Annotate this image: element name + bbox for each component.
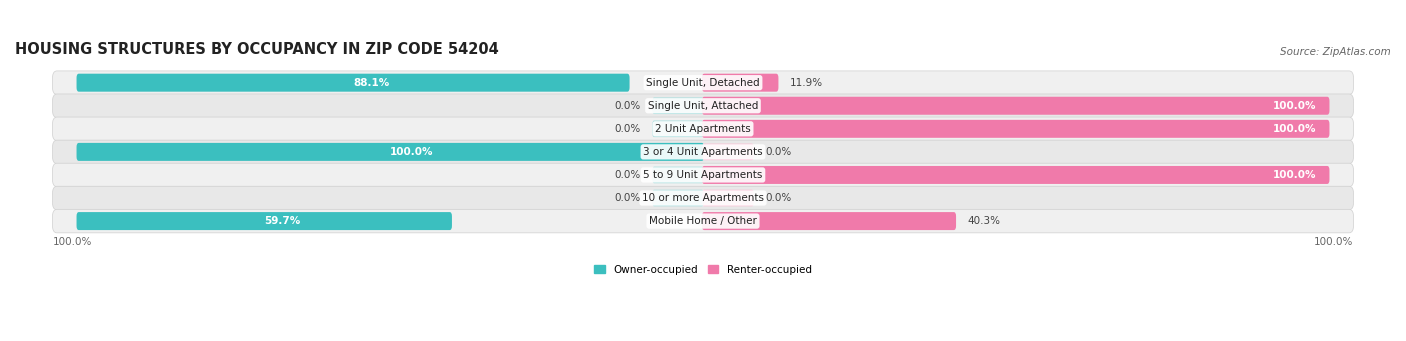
Text: 88.1%: 88.1% [353,78,389,88]
Text: 2 Unit Apartments: 2 Unit Apartments [655,124,751,134]
Text: 0.0%: 0.0% [614,101,641,111]
FancyBboxPatch shape [52,71,1354,94]
Text: 100.0%: 100.0% [52,237,91,247]
FancyBboxPatch shape [76,74,630,92]
FancyBboxPatch shape [652,98,703,114]
Text: 0.0%: 0.0% [765,147,792,157]
Text: 59.7%: 59.7% [264,216,301,226]
FancyBboxPatch shape [76,212,451,230]
Text: 100.0%: 100.0% [1272,170,1316,180]
Text: 100.0%: 100.0% [1315,237,1354,247]
FancyBboxPatch shape [52,94,1354,118]
Text: 40.3%: 40.3% [967,216,1001,226]
Text: 5 to 9 Unit Apartments: 5 to 9 Unit Apartments [644,170,762,180]
Text: Source: ZipAtlas.com: Source: ZipAtlas.com [1281,47,1391,57]
FancyBboxPatch shape [652,167,703,183]
FancyBboxPatch shape [702,120,1330,138]
FancyBboxPatch shape [702,74,779,92]
Text: 10 or more Apartments: 10 or more Apartments [643,193,763,203]
FancyBboxPatch shape [702,166,1330,184]
Text: 3 or 4 Unit Apartments: 3 or 4 Unit Apartments [643,147,763,157]
FancyBboxPatch shape [703,190,754,206]
FancyBboxPatch shape [52,140,1354,164]
Text: 100.0%: 100.0% [1272,101,1316,111]
Legend: Owner-occupied, Renter-occupied: Owner-occupied, Renter-occupied [591,261,815,279]
FancyBboxPatch shape [703,144,754,160]
Text: Single Unit, Attached: Single Unit, Attached [648,101,758,111]
Text: Single Unit, Detached: Single Unit, Detached [647,78,759,88]
FancyBboxPatch shape [76,143,704,161]
Text: 0.0%: 0.0% [614,124,641,134]
FancyBboxPatch shape [652,120,703,137]
Text: 100.0%: 100.0% [391,147,434,157]
FancyBboxPatch shape [52,186,1354,210]
FancyBboxPatch shape [702,212,956,230]
Text: 100.0%: 100.0% [1272,124,1316,134]
FancyBboxPatch shape [52,163,1354,187]
Text: 0.0%: 0.0% [614,193,641,203]
FancyBboxPatch shape [702,97,1330,115]
Text: 11.9%: 11.9% [790,78,823,88]
FancyBboxPatch shape [652,190,703,206]
FancyBboxPatch shape [52,117,1354,140]
Text: 0.0%: 0.0% [765,193,792,203]
FancyBboxPatch shape [52,209,1354,233]
Text: Mobile Home / Other: Mobile Home / Other [650,216,756,226]
Text: HOUSING STRUCTURES BY OCCUPANCY IN ZIP CODE 54204: HOUSING STRUCTURES BY OCCUPANCY IN ZIP C… [15,42,499,57]
Text: 0.0%: 0.0% [614,170,641,180]
